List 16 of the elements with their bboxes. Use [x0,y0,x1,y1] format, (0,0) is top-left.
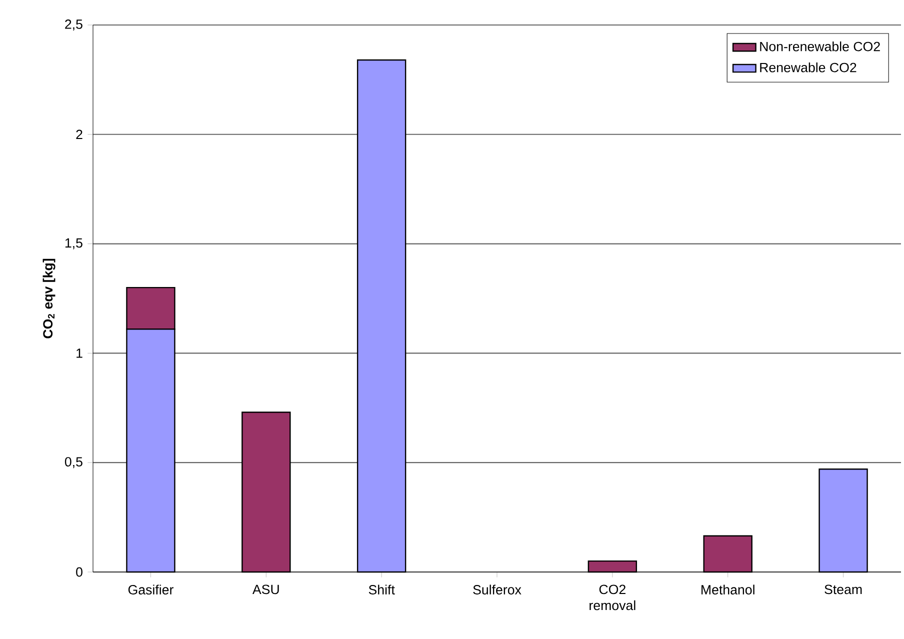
x-tick-label: Methanol [702,584,754,594]
y-tick-label: 1,5 [65,238,82,250]
x-tick-label: CO2 removal [590,584,636,610]
y-tick-label: 2 [76,130,82,140]
y-axis-title: CO$_{2}$ eqv [kg] [42,258,56,338]
x-tick-label: ASU [252,584,279,594]
y-tick-label: 0,5 [64,457,82,468]
x-tick-label: Sulferox [473,584,522,594]
legend-label: Non-renewable CO2 [760,41,880,52]
x-tick-label: Gasifier [128,584,174,594]
y-tick-label: 1 [76,348,82,358]
legend-label: Renewable CO2 [760,62,856,72]
y-tick-label: 2,5 [65,19,82,31]
y-tick-label: 0 [76,567,82,577]
x-tick-label: Shift [368,584,395,594]
x-tick-label: Steam [824,584,862,594]
